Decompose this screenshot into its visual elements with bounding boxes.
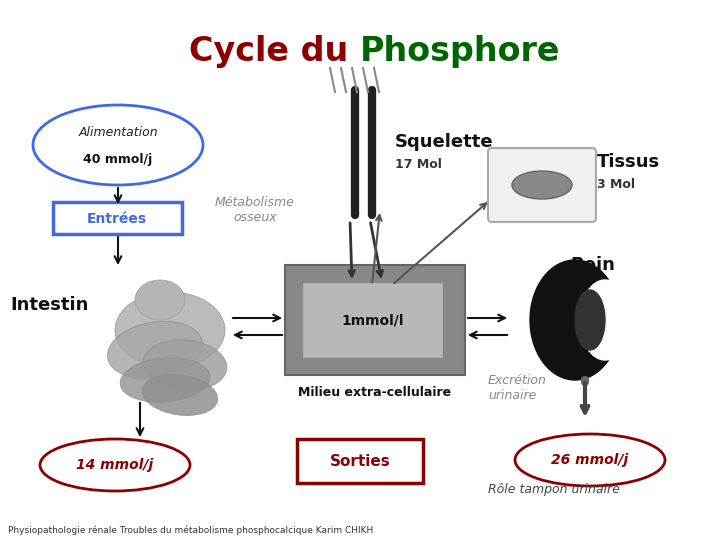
Text: Physiopathologie rénale Troubles du métabolisme phosphocalcique Karim CHIKH: Physiopathologie rénale Troubles du méta… — [8, 525, 373, 535]
Ellipse shape — [107, 321, 202, 379]
Text: Cycle du: Cycle du — [189, 35, 360, 68]
Text: Intestin: Intestin — [10, 296, 89, 314]
Ellipse shape — [115, 292, 225, 368]
Ellipse shape — [143, 340, 227, 390]
Ellipse shape — [135, 280, 185, 320]
FancyBboxPatch shape — [285, 265, 465, 375]
Ellipse shape — [575, 290, 605, 350]
Ellipse shape — [530, 260, 620, 380]
Text: Rôle tampon urinaire: Rôle tampon urinaire — [488, 483, 620, 496]
Text: Sorties: Sorties — [330, 455, 390, 469]
Text: Rein: Rein — [570, 256, 615, 274]
Ellipse shape — [143, 375, 217, 415]
Ellipse shape — [512, 171, 572, 199]
Text: Milieu extra-cellulaire: Milieu extra-cellulaire — [298, 387, 451, 400]
FancyBboxPatch shape — [488, 148, 596, 222]
Text: 3 Mol: 3 Mol — [597, 178, 635, 191]
Ellipse shape — [120, 357, 210, 402]
Text: Métabolisme
osseux: Métabolisme osseux — [215, 196, 295, 224]
Text: 40 mmol/j: 40 mmol/j — [84, 152, 153, 165]
Text: 14 mmol/j: 14 mmol/j — [76, 458, 153, 472]
Text: 1mmol/l: 1mmol/l — [341, 313, 404, 327]
Text: Squelette: Squelette — [395, 133, 494, 151]
FancyBboxPatch shape — [302, 282, 443, 358]
Text: 26 mmol/j: 26 mmol/j — [552, 453, 629, 467]
Text: Excrétion
urinaire: Excrétion urinaire — [488, 374, 547, 402]
Text: Entrées: Entrées — [87, 212, 147, 226]
Ellipse shape — [580, 280, 630, 360]
Text: Alimentation: Alimentation — [78, 126, 158, 139]
Text: 17 Mol: 17 Mol — [395, 159, 442, 172]
Text: Phosphore: Phosphore — [360, 35, 560, 68]
Text: Tissus: Tissus — [597, 153, 660, 171]
